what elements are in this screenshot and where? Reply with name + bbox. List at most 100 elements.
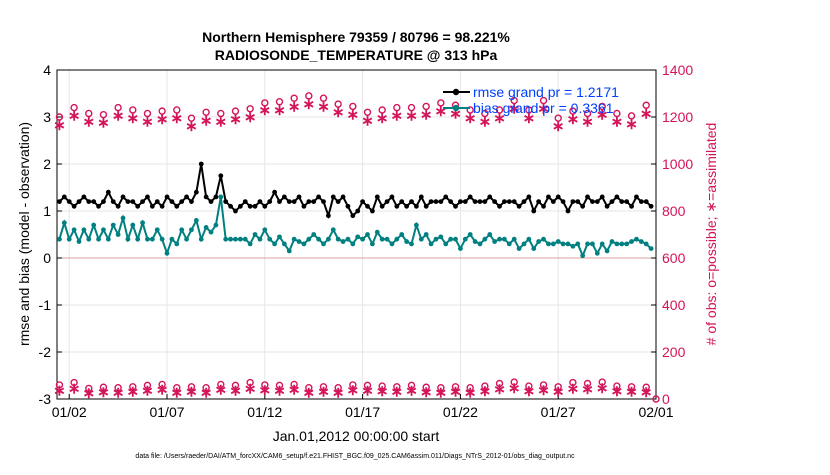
obs-assimilated-marker: ∗ xyxy=(288,98,301,115)
legend-bias-label: bias grand pr = 0.3361 xyxy=(473,100,614,116)
rmse-point xyxy=(374,194,380,200)
obs-possible-marker xyxy=(422,383,430,391)
obs-possible-marker xyxy=(554,383,562,391)
right-tick-label: 0 xyxy=(662,391,670,407)
bias-point xyxy=(174,241,180,247)
obs-possible-marker xyxy=(173,106,181,114)
rmse-point xyxy=(135,203,141,209)
bias-point xyxy=(521,241,527,247)
rmse-point xyxy=(154,199,160,205)
bias-point xyxy=(110,222,116,228)
rmse-point xyxy=(467,194,473,200)
obs-assimilated-marker: ∗ xyxy=(82,114,95,131)
bias-point xyxy=(423,232,429,237)
rmse-point xyxy=(218,173,224,179)
bias-point xyxy=(306,236,312,242)
bias-point xyxy=(228,236,233,242)
bias-point xyxy=(247,241,253,247)
bias-point xyxy=(418,236,424,242)
rmse-series xyxy=(57,161,654,220)
obs-possible-marker xyxy=(334,100,342,108)
rmse-point xyxy=(125,199,131,205)
bias-point xyxy=(482,236,488,242)
rmse-point xyxy=(198,161,204,167)
obs-possible-marker xyxy=(231,381,240,390)
rmse-point xyxy=(281,194,287,200)
bias-point xyxy=(164,250,170,256)
x-tick-label: 01/22 xyxy=(443,404,478,420)
rmse-point xyxy=(638,199,644,205)
rmse-point xyxy=(120,194,126,200)
rmse-point xyxy=(379,203,385,209)
rmse-point xyxy=(570,199,576,205)
obs-assimilated-marker: ∗ xyxy=(361,112,374,129)
rmse-point xyxy=(599,194,605,200)
obs-possible-marker xyxy=(583,379,592,388)
bias-point xyxy=(218,194,224,200)
obs-assimilated-marker: ∗ xyxy=(596,106,609,123)
rmse-point xyxy=(594,199,600,205)
rmse-point xyxy=(105,189,111,195)
obs-possible-marker xyxy=(363,108,372,117)
rmse-point xyxy=(472,199,478,205)
obs-assimilated-marker: ∗ xyxy=(97,384,110,401)
rmse-point xyxy=(541,203,546,209)
obs-assimilated-marker: ∗ xyxy=(171,384,184,401)
obs-assimilated-marker: ∗ xyxy=(625,384,638,401)
rmse-point xyxy=(316,194,322,200)
bias-point xyxy=(462,236,468,242)
obs-assimilated-marker: ∗ xyxy=(464,384,477,401)
bias-point xyxy=(492,239,498,244)
rmse-point xyxy=(174,203,180,209)
bias-point xyxy=(404,239,410,244)
obs-assimilated-marker: ∗ xyxy=(581,381,594,398)
bias-point xyxy=(634,236,639,242)
bias-point xyxy=(541,236,546,242)
rmse-point xyxy=(110,199,116,205)
bias-point xyxy=(321,241,326,247)
rmse-point xyxy=(643,199,649,205)
obs-assimilated-marker: ∗ xyxy=(508,101,521,118)
rmse-point xyxy=(267,199,273,205)
bias-point xyxy=(159,236,165,242)
bias-point xyxy=(409,241,414,247)
rmse-point xyxy=(335,199,341,205)
rmse-point xyxy=(159,203,165,209)
bias-point xyxy=(105,236,111,242)
bias-point xyxy=(389,241,395,247)
obs-assimilated-marker: ∗ xyxy=(537,382,550,399)
rmse-point xyxy=(86,199,92,205)
y-axis-left-label: rmse and bias (model - observation) xyxy=(16,122,32,346)
obs-possible-marker xyxy=(481,109,489,118)
bias-point xyxy=(340,239,346,244)
bias-point xyxy=(350,241,356,247)
rmse-point xyxy=(213,194,219,200)
obs-possible-marker xyxy=(642,101,650,109)
obs-assimilated-marker: ∗ xyxy=(332,384,345,401)
rmse-point xyxy=(96,203,101,209)
legend-rmse-label: rmse grand pr = 1.2171 xyxy=(473,84,619,100)
bias-point xyxy=(101,227,106,233)
rmse-point xyxy=(115,203,121,209)
obs-assimilated-marker: ∗ xyxy=(479,383,492,400)
obs-possible-marker xyxy=(627,383,636,391)
bias-point xyxy=(399,232,405,237)
x-axis: 01/02 01/07 01/12 01/17 01/22 01/27 02/01 xyxy=(52,394,674,420)
bias-point xyxy=(86,236,92,242)
obs-assimilated-marker: ∗ xyxy=(171,110,184,127)
bias-point xyxy=(149,236,155,242)
obs-assimilated-marker: ∗ xyxy=(244,380,257,397)
obs-possible-marker xyxy=(481,382,489,390)
data-file-footer: data file: /Users/raeder/DAI/ATM_forcXX/… xyxy=(135,453,575,460)
rmse-point xyxy=(145,194,150,200)
obs-assimilated-marker: ∗ xyxy=(185,384,198,401)
bias-point xyxy=(130,222,136,228)
rmse-point xyxy=(487,194,493,200)
bias-point xyxy=(609,239,615,244)
bias-point xyxy=(502,236,507,242)
rmse-point xyxy=(389,194,395,200)
bias-point xyxy=(575,241,581,247)
rmse-point xyxy=(66,199,72,205)
bias-point xyxy=(120,215,126,221)
rmse-point xyxy=(345,203,351,209)
